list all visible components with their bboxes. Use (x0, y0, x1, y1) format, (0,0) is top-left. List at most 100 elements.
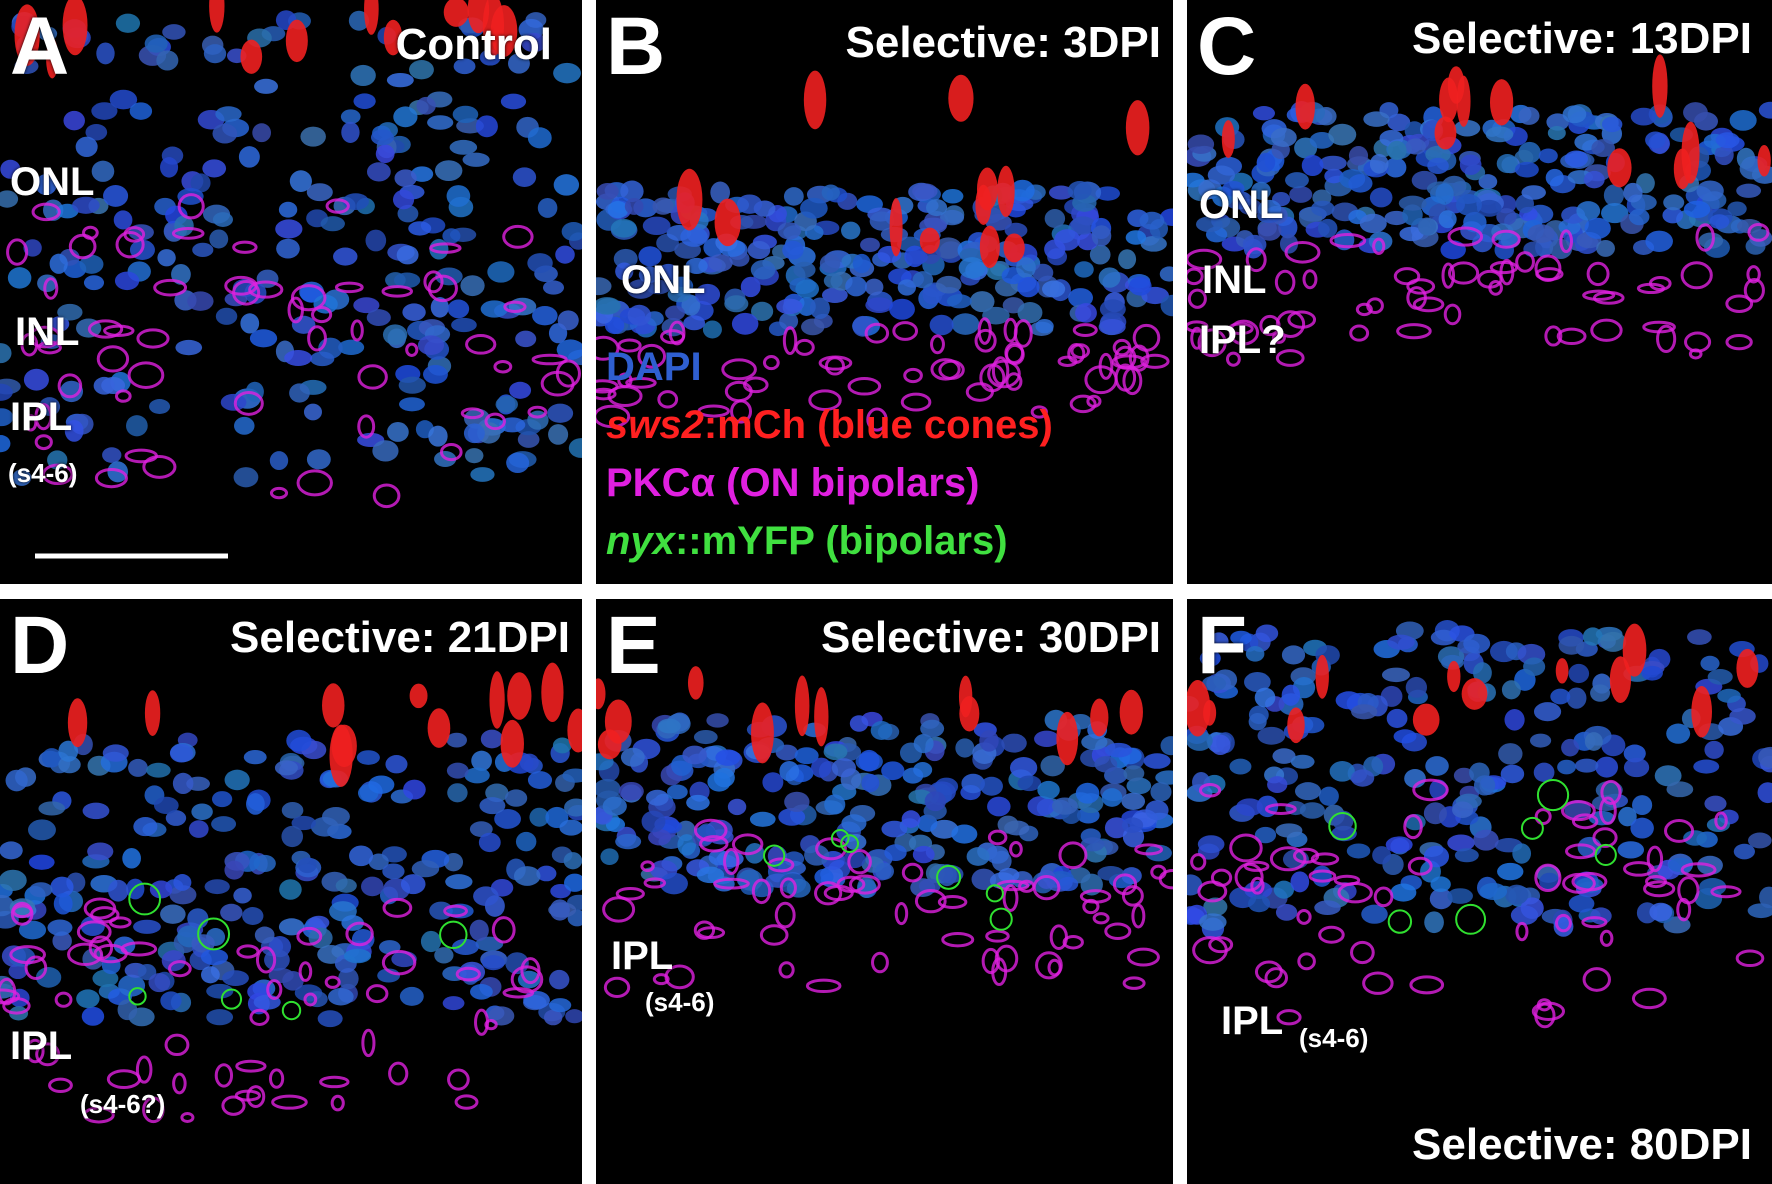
nucleus (1603, 184, 1624, 207)
cone (67, 698, 88, 748)
nucleus (638, 266, 660, 284)
nucleus (471, 750, 492, 771)
nucleus (1145, 800, 1169, 821)
bipolar (9, 945, 47, 965)
nucleus (889, 298, 915, 320)
bipolar (423, 270, 444, 294)
bipolar (1355, 302, 1373, 317)
bipolar (1009, 840, 1023, 858)
cone (919, 227, 940, 254)
nucleus (279, 879, 302, 900)
nucleus (57, 303, 83, 321)
image-panel: D Selective: 21DPI IPL (s4-6?) (0, 599, 582, 1184)
nucleus (385, 755, 408, 774)
nucleus (1010, 179, 1035, 202)
nucleus (495, 395, 518, 413)
bipolar (1122, 976, 1146, 990)
yfp (840, 834, 860, 854)
nucleus (300, 126, 326, 147)
nucleus (1693, 759, 1720, 774)
bipolar (1743, 277, 1765, 303)
layer-label: ONL (621, 258, 706, 302)
yfp (439, 920, 468, 950)
bipolar (1072, 323, 1098, 337)
nucleus (93, 376, 115, 395)
nucleus (1004, 222, 1028, 238)
bipolar (1114, 363, 1137, 392)
nucleus (1704, 795, 1727, 812)
bipolar (443, 904, 468, 918)
nucleus (710, 181, 731, 204)
nucleus (1473, 662, 1492, 684)
bipolar (540, 370, 575, 397)
nucleus (1386, 708, 1408, 728)
nucleus (1350, 769, 1375, 787)
bipolar (693, 920, 716, 940)
nucleus (361, 876, 384, 897)
bipolar (502, 224, 534, 249)
nucleus (1393, 729, 1417, 744)
bipolar (1318, 925, 1345, 944)
nucleus (416, 96, 436, 115)
nucleus (1527, 224, 1555, 243)
nucleus (1663, 194, 1685, 211)
layer-label: (s4-6) (1299, 1023, 1369, 1053)
nucleus (1099, 299, 1126, 319)
nucleus (1044, 209, 1066, 229)
bipolar (34, 402, 53, 431)
bipolar (255, 946, 277, 974)
bipolar (311, 306, 333, 324)
nucleus (1704, 740, 1724, 759)
bipolar (246, 1085, 266, 1108)
nucleus (1654, 765, 1682, 787)
nucleus (1476, 199, 1502, 217)
panel-title: Selective: 30DPI (821, 613, 1161, 662)
bipolar (1350, 940, 1375, 965)
nucleus (1257, 221, 1282, 241)
cone (979, 225, 1000, 269)
nucleus (1590, 907, 1612, 925)
nucleus (1717, 688, 1741, 703)
nucleus (615, 262, 634, 281)
bipolar (721, 358, 757, 381)
nucleus (750, 260, 776, 280)
nucleus (1121, 817, 1144, 833)
nucleus (1700, 655, 1720, 671)
bipolar (1187, 248, 1223, 270)
nucleus (464, 767, 490, 784)
nucleus (1759, 886, 1772, 909)
nucleus (453, 58, 476, 75)
nucleus (596, 183, 619, 200)
nucleus (402, 303, 426, 321)
bipolar (1132, 323, 1161, 352)
nucleus (556, 339, 582, 360)
bipolar (96, 345, 130, 373)
bipolar (372, 483, 401, 509)
nucleus (1435, 183, 1454, 205)
cone (948, 74, 974, 122)
nucleus (1546, 113, 1570, 131)
nucleus (564, 798, 582, 817)
bipolar (1565, 843, 1597, 860)
cone (567, 708, 582, 753)
nucleus (462, 152, 490, 167)
bipolar (67, 942, 104, 966)
bipolar (1225, 351, 1241, 367)
cone (1489, 79, 1514, 126)
nucleus (680, 226, 708, 247)
cone (1673, 148, 1692, 190)
nucleus (201, 966, 220, 984)
nucleus (215, 106, 242, 122)
nucleus (1017, 302, 1043, 324)
bipolar (1599, 796, 1617, 825)
panel-letter: A (10, 1, 70, 92)
nucleus (641, 810, 666, 833)
legend-item: PKCα (ON bipolars) (606, 461, 980, 506)
nucleus (1405, 138, 1426, 155)
bipolar (900, 392, 932, 412)
nucleus (1736, 183, 1762, 198)
nucleus (386, 73, 414, 88)
bipolar (778, 961, 795, 979)
nucleus (667, 286, 691, 303)
cone (1757, 144, 1771, 177)
